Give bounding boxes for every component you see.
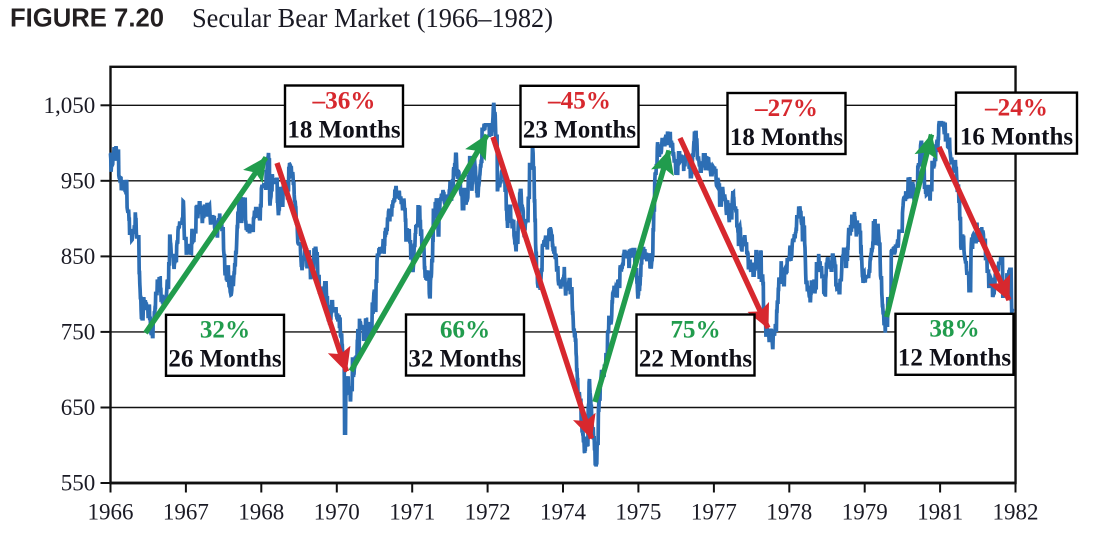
svg-text:1971: 1971 [389, 500, 435, 525]
svg-text:1972: 1972 [465, 500, 511, 525]
svg-text:12 Months: 12 Months [898, 345, 1011, 372]
svg-text:23 Months: 23 Months [523, 117, 636, 144]
svg-text:–24%: –24% [984, 94, 1048, 121]
svg-text:38%: 38% [929, 316, 979, 343]
svg-text:16 Months: 16 Months [960, 123, 1073, 150]
svg-text:650: 650 [61, 395, 96, 420]
svg-text:1970: 1970 [314, 500, 360, 525]
svg-text:32 Months: 32 Months [408, 345, 521, 372]
svg-text:1968: 1968 [238, 500, 284, 525]
svg-text:1982: 1982 [993, 500, 1039, 525]
svg-text:66%: 66% [440, 316, 490, 343]
svg-text:950: 950 [61, 168, 96, 193]
svg-text:22 Months: 22 Months [639, 345, 752, 372]
svg-text:75%: 75% [670, 316, 720, 343]
svg-text:–45%: –45% [547, 88, 611, 115]
svg-text:1974: 1974 [540, 500, 587, 525]
svg-text:–36%: –36% [312, 87, 376, 114]
svg-text:1977: 1977 [691, 500, 737, 525]
svg-text:750: 750 [61, 319, 96, 344]
svg-text:1979: 1979 [842, 500, 888, 525]
svg-text:FIGURE 7.20: FIGURE 7.20 [10, 5, 164, 33]
svg-text:32%: 32% [200, 317, 250, 344]
svg-text:1,050: 1,050 [43, 93, 95, 118]
svg-text:Secular Bear Market (1966–1982: Secular Bear Market (1966–1982) [192, 3, 553, 33]
svg-text:1967: 1967 [163, 500, 209, 525]
svg-text:1966: 1966 [88, 500, 134, 525]
svg-text:1975: 1975 [615, 500, 661, 525]
svg-text:550: 550 [61, 471, 96, 496]
svg-text:26 Months: 26 Months [168, 346, 281, 373]
svg-text:1978: 1978 [766, 500, 812, 525]
svg-text:1981: 1981 [917, 500, 963, 525]
svg-text:850: 850 [61, 244, 96, 269]
svg-text:18 Months: 18 Months [287, 116, 400, 143]
svg-text:18 Months: 18 Months [730, 124, 843, 151]
svg-text:–27%: –27% [754, 95, 818, 122]
